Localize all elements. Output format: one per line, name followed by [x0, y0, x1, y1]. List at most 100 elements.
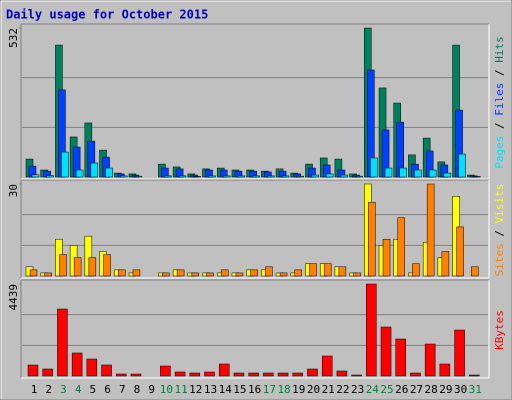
x-tick-label: 13 [204, 383, 217, 396]
bar [29, 269, 38, 277]
bar [370, 157, 378, 178]
x-tick-label: 23 [351, 383, 364, 396]
legend: KBytes [493, 310, 506, 350]
plot-area [21, 180, 489, 278]
legend-separator: / [493, 223, 506, 243]
bar [263, 372, 274, 377]
bar [277, 372, 289, 377]
bar [204, 371, 215, 377]
bar [323, 263, 332, 277]
bar [103, 254, 111, 277]
bar [31, 174, 40, 178]
bar [42, 368, 53, 377]
bar [191, 272, 200, 277]
bar [84, 235, 93, 277]
x-tick-label: 18 [277, 383, 290, 396]
legend-separator: / [493, 63, 506, 83]
x-tick-label: 5 [90, 383, 97, 396]
bar [44, 272, 52, 277]
bar [456, 226, 464, 277]
x-tick-label: 6 [104, 383, 111, 396]
bar [189, 372, 201, 377]
bar [397, 217, 405, 277]
bar [414, 169, 422, 178]
bar [27, 364, 39, 377]
bar [439, 363, 451, 377]
bar [292, 372, 304, 377]
bar [193, 176, 202, 178]
bar [73, 257, 82, 277]
x-tick-label: 30 [454, 383, 467, 396]
x-tick-label: 19 [292, 383, 305, 396]
bar [71, 352, 83, 377]
y-tick-label: 30 [7, 184, 20, 197]
bar [265, 266, 273, 277]
bar [353, 272, 361, 277]
bar [59, 254, 67, 277]
bar [220, 269, 229, 277]
bar [296, 175, 305, 178]
bar [86, 358, 98, 377]
bar [75, 169, 84, 178]
bar [454, 329, 465, 377]
bar [309, 263, 317, 277]
x-tick-label: 16 [248, 383, 261, 396]
bar [130, 373, 142, 377]
bar [160, 365, 171, 377]
bar [120, 175, 128, 178]
legend: Sites / Visits [493, 184, 506, 277]
legend-entry: Visits [493, 184, 506, 224]
bar [250, 269, 258, 277]
bar [208, 175, 216, 178]
legend: Pages / Files / Hits [493, 36, 506, 169]
x-tick-label: 12 [189, 383, 202, 396]
bar [338, 266, 347, 277]
bar [428, 169, 437, 178]
bar [132, 269, 141, 277]
bar [88, 257, 97, 277]
bar [164, 175, 172, 178]
bar [248, 372, 259, 377]
x-tick-label: 7 [119, 383, 126, 396]
x-tick-label: 10 [160, 383, 173, 396]
bar [101, 364, 112, 377]
bar [46, 175, 54, 178]
legend-separator: / [493, 116, 506, 136]
legend-entry: KBytes [493, 310, 506, 350]
x-tick-label: 11 [174, 383, 187, 396]
bar [235, 272, 244, 277]
bar [252, 175, 260, 178]
bar [206, 272, 214, 277]
x-tick-label: 28 [425, 383, 438, 396]
bar [178, 175, 187, 178]
bar [473, 176, 481, 178]
legend-entry: Sites [493, 243, 506, 276]
x-tick-label: 21 [322, 383, 335, 396]
bar [368, 202, 376, 277]
bar [382, 238, 391, 277]
x-tick-label: 27 [410, 383, 423, 396]
bar [321, 355, 333, 377]
bar [218, 363, 230, 377]
x-tick-label: 26 [395, 383, 408, 396]
bar [61, 151, 69, 178]
bar [441, 251, 450, 277]
x-tick-label: 24 [366, 383, 380, 396]
x-tick-label: 8 [134, 383, 141, 396]
bar [281, 175, 290, 178]
bar [351, 374, 362, 377]
y-tick-label: 4439 [7, 284, 20, 311]
bar [311, 174, 319, 178]
bar [57, 308, 68, 377]
x-tick-label: 4 [75, 383, 82, 396]
bar [105, 167, 113, 178]
bar [395, 338, 406, 377]
bar [134, 175, 143, 178]
x-tick-label: 3 [60, 383, 67, 396]
bar [267, 175, 275, 178]
x-tick-label: 15 [233, 383, 246, 396]
x-tick-label: 1 [31, 383, 38, 396]
bar [399, 167, 407, 178]
